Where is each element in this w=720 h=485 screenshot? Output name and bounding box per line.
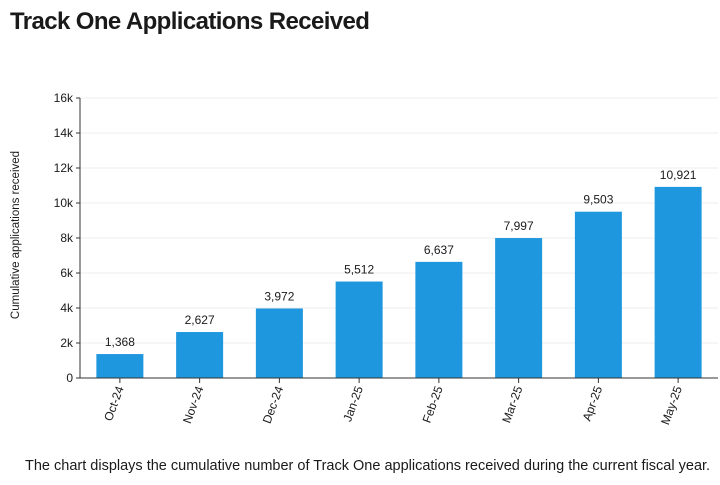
- bar-chart: 1,368 2,627 3,972 5,512 6,637 7,997 9,503 10,92…: [10, 91, 718, 427]
- bar-data-label: 10,921: [660, 168, 697, 182]
- bar-data-label: 6,637: [424, 243, 454, 257]
- gridlines: [80, 97, 718, 344]
- chart-container: 1,368 2,627 3,972 5,512 6,637 7,997 9,503 10,92…: [10, 91, 718, 427]
- chart-caption: The chart displays the cumulative number…: [25, 458, 711, 474]
- bar: [654, 186, 702, 378]
- bar: [574, 211, 622, 378]
- bar: [96, 354, 144, 378]
- y-tick-label: 10k: [54, 196, 74, 210]
- bar-data-label: 5,512: [344, 263, 374, 277]
- bar-data-label: 7,997: [504, 219, 534, 233]
- x-tick-label: May-25: [658, 384, 685, 427]
- bar: [495, 238, 543, 378]
- y-tick-label: 0: [66, 371, 73, 385]
- bar: [176, 332, 224, 378]
- x-tick-label: Mar-25: [499, 384, 525, 425]
- y-tick-label: 12k: [54, 161, 74, 175]
- bar: [335, 281, 383, 378]
- bar-data-label: 9,503: [583, 193, 613, 207]
- y-axis-label: Cumulative applications received: [10, 151, 22, 319]
- bar-data-label: 1,368: [105, 335, 135, 349]
- x-tick-label: Apr-25: [580, 384, 606, 423]
- x-tick-label: Dec-24: [260, 384, 286, 425]
- bar: [415, 261, 463, 378]
- bars: [96, 186, 702, 378]
- y-tick-label: 6k: [60, 266, 74, 280]
- bar-data-label: 2,627: [185, 313, 215, 327]
- x-tick-label: Feb-25: [420, 384, 446, 425]
- bar: [255, 308, 303, 378]
- y-tick-label: 8k: [60, 231, 74, 245]
- page-title: Track One Applications Received: [10, 8, 370, 35]
- x-tick-label: Jan-25: [340, 384, 366, 424]
- y-tick-label: 16k: [54, 91, 74, 105]
- data-labels: 1,368 2,627 3,972 5,512 6,637 7,997 9,503 10,92…: [105, 168, 697, 349]
- y-tick-label: 14k: [54, 126, 74, 140]
- x-tick-label: Nov-24: [180, 384, 206, 425]
- bar-data-label: 3,972: [264, 289, 294, 303]
- y-tick-label: 4k: [60, 301, 74, 315]
- y-tick-label: 2k: [60, 336, 74, 350]
- x-tick-label: Oct-24: [101, 384, 127, 423]
